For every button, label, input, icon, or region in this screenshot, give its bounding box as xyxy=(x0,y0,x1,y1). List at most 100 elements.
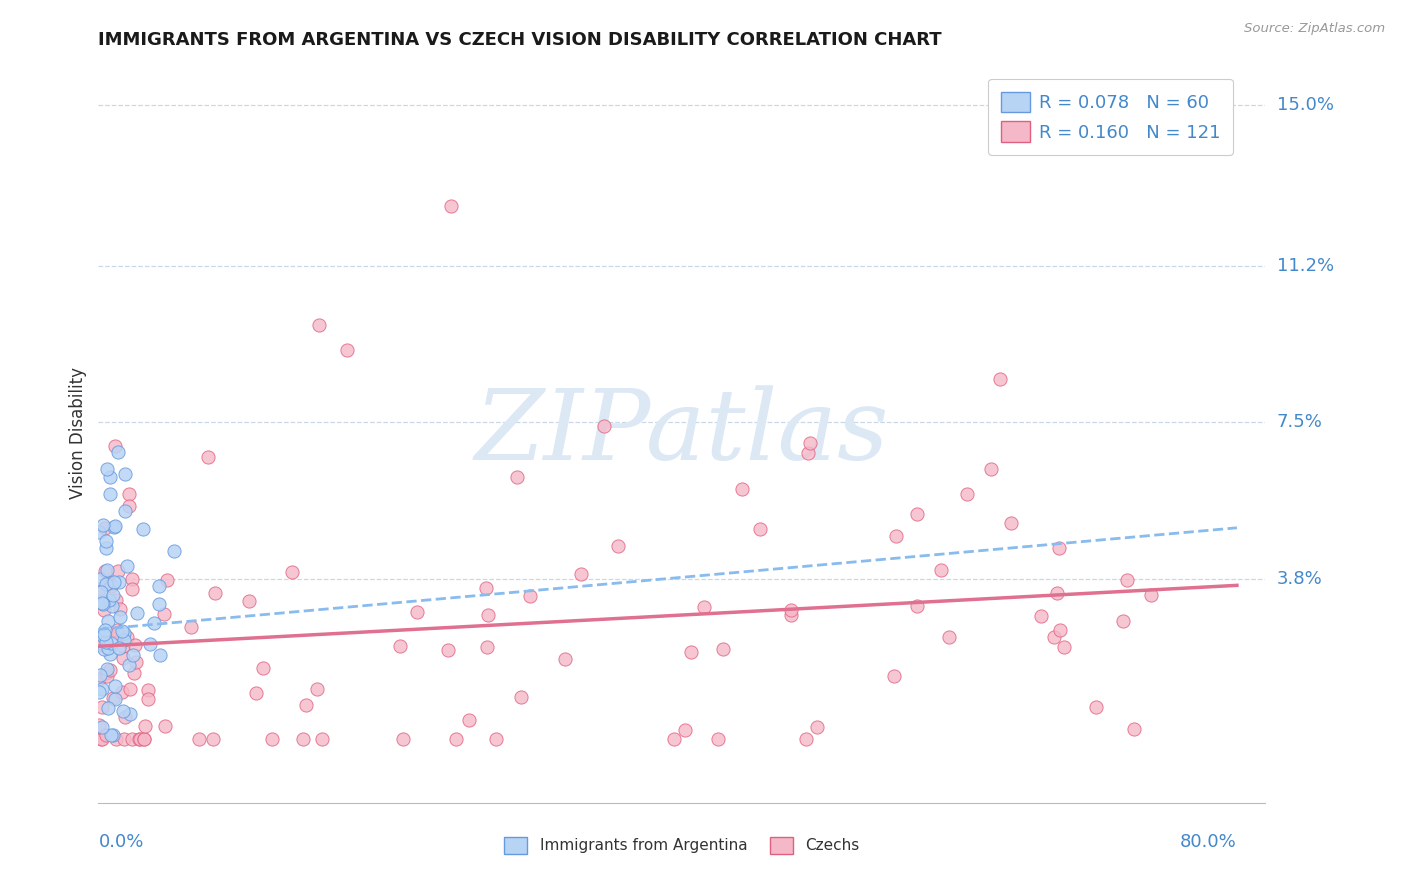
Point xyxy=(506,470,529,484)
Point xyxy=(104,680,127,694)
Point xyxy=(780,603,803,617)
Point xyxy=(955,487,977,501)
Point xyxy=(101,588,124,602)
Point xyxy=(136,683,159,698)
Point xyxy=(96,728,118,742)
Point xyxy=(128,732,150,747)
Point xyxy=(97,701,120,715)
Point xyxy=(132,522,155,536)
Text: Source: ZipAtlas.com: Source: ZipAtlas.com xyxy=(1244,22,1385,36)
Point xyxy=(197,450,219,465)
Point xyxy=(98,470,121,484)
Point xyxy=(291,732,314,747)
Point xyxy=(114,504,136,518)
Point xyxy=(905,599,928,614)
Point xyxy=(606,539,628,553)
Point xyxy=(93,564,115,578)
Point xyxy=(105,624,128,638)
Point xyxy=(124,638,146,652)
Point xyxy=(114,467,136,481)
Point xyxy=(103,575,125,590)
Point xyxy=(883,669,905,683)
Point xyxy=(125,656,148,670)
Point xyxy=(1042,630,1064,644)
Point xyxy=(127,607,149,621)
Point xyxy=(475,640,498,654)
Point xyxy=(388,639,411,653)
Point xyxy=(509,690,531,704)
Point xyxy=(779,607,801,622)
Point xyxy=(103,728,125,742)
Point xyxy=(1140,588,1163,602)
Point xyxy=(90,732,112,747)
Point xyxy=(93,623,115,637)
Point xyxy=(711,642,734,657)
Point xyxy=(96,563,118,577)
Point xyxy=(475,582,498,596)
Point xyxy=(1112,614,1135,628)
Point xyxy=(97,640,120,655)
Point xyxy=(122,665,145,680)
Point xyxy=(112,639,135,653)
Point xyxy=(134,732,156,747)
Point xyxy=(104,439,127,453)
Point xyxy=(120,682,142,697)
Text: 80.0%: 80.0% xyxy=(1180,833,1237,851)
Legend: Immigrants from Argentina, Czechs: Immigrants from Argentina, Czechs xyxy=(496,829,868,862)
Point xyxy=(440,199,463,213)
Point xyxy=(108,609,131,624)
Text: 3.8%: 3.8% xyxy=(1277,570,1322,588)
Point xyxy=(91,629,114,643)
Point xyxy=(405,605,427,619)
Point xyxy=(93,642,115,657)
Point xyxy=(93,521,115,535)
Point xyxy=(90,585,112,599)
Point xyxy=(673,723,696,738)
Text: IMMIGRANTS FROM ARGENTINA VS CZECH VISION DISABILITY CORRELATION CHART: IMMIGRANTS FROM ARGENTINA VS CZECH VISIO… xyxy=(98,31,942,49)
Text: 0.0%: 0.0% xyxy=(98,833,143,851)
Point xyxy=(90,700,112,714)
Text: 11.2%: 11.2% xyxy=(1277,257,1334,275)
Text: ZIPatlas: ZIPatlas xyxy=(475,385,889,480)
Point xyxy=(115,559,138,574)
Point xyxy=(988,372,1011,386)
Point xyxy=(112,633,135,648)
Point xyxy=(87,672,110,686)
Point xyxy=(89,668,111,682)
Point xyxy=(308,318,330,332)
Point xyxy=(118,487,141,501)
Point xyxy=(96,635,118,649)
Point xyxy=(153,719,176,733)
Point xyxy=(569,567,592,582)
Point xyxy=(295,698,318,713)
Point xyxy=(103,519,125,533)
Point xyxy=(519,589,541,603)
Point xyxy=(163,544,186,558)
Point xyxy=(180,620,202,634)
Point xyxy=(98,593,121,607)
Point xyxy=(262,732,284,747)
Point xyxy=(100,635,122,649)
Point xyxy=(156,573,179,587)
Point xyxy=(1047,541,1070,555)
Point xyxy=(336,343,359,358)
Point xyxy=(592,419,614,434)
Point xyxy=(104,692,127,706)
Point xyxy=(1029,609,1052,624)
Point xyxy=(884,529,907,543)
Point xyxy=(107,444,129,458)
Point xyxy=(90,596,112,610)
Point xyxy=(115,630,138,644)
Point xyxy=(96,533,118,548)
Point xyxy=(245,686,267,700)
Point xyxy=(681,645,703,659)
Point xyxy=(97,575,120,590)
Point xyxy=(100,728,122,742)
Point xyxy=(93,518,115,533)
Point xyxy=(1046,586,1069,600)
Point xyxy=(90,732,112,747)
Point xyxy=(731,482,754,496)
Point xyxy=(89,573,111,587)
Point xyxy=(152,607,174,621)
Point xyxy=(108,602,131,616)
